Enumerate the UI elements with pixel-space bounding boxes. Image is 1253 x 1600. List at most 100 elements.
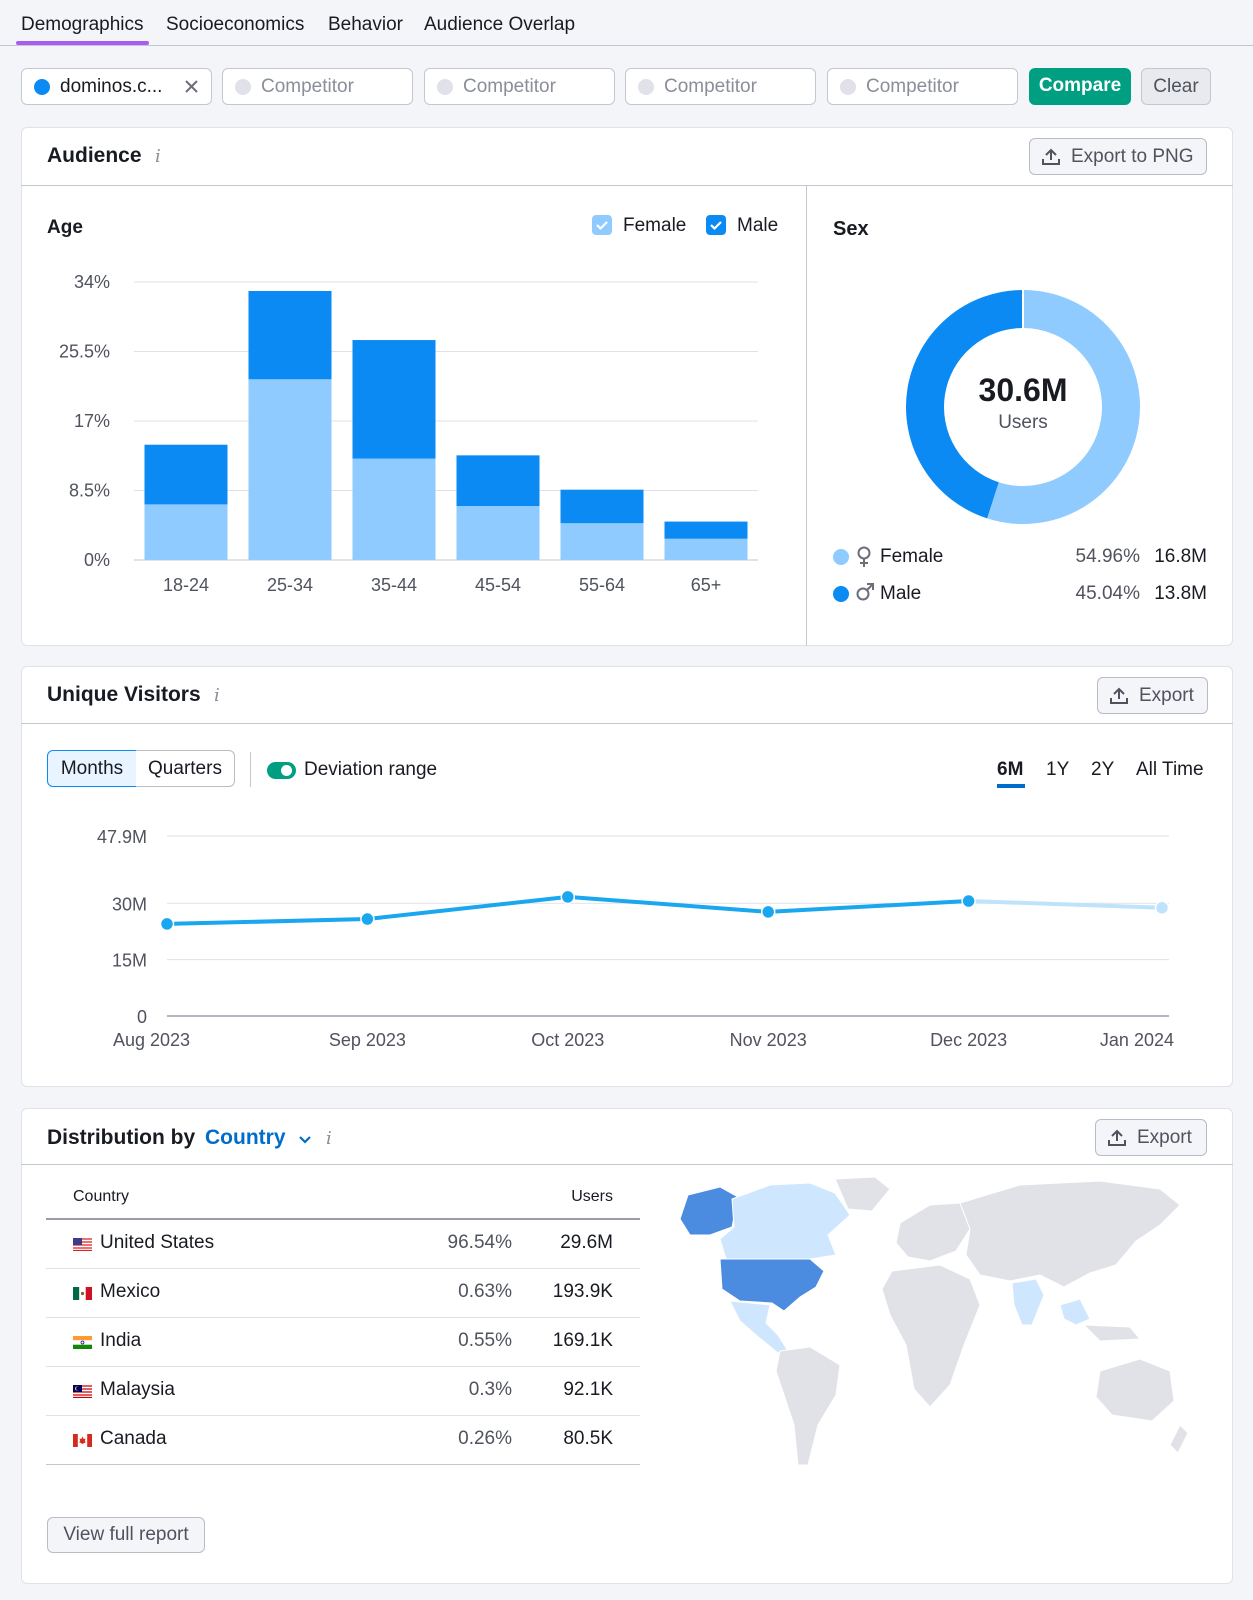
competitor-input-2[interactable]: Competitor xyxy=(424,68,615,105)
age-bar-chart: 0% 8.5% 17% 25.5% 34% 18-24 25-34 35-44 45-54 55-… xyxy=(59,272,758,595)
domain-color-dot xyxy=(437,79,453,95)
table-row[interactable]: Canada 0.26% 80.5K xyxy=(46,1416,640,1465)
divider xyxy=(21,1164,1233,1165)
sex-row-label: Female xyxy=(880,546,944,567)
x-tick-label: 35-44 xyxy=(371,575,417,595)
domain-color-dot xyxy=(840,79,856,95)
legend-male-label: Male xyxy=(737,215,779,236)
map-region-alaska xyxy=(679,1186,739,1236)
domain-value: dominos.c... xyxy=(60,76,163,97)
info-icon[interactable]: i xyxy=(326,1128,332,1149)
bar-female-18-24 xyxy=(144,504,228,560)
row-divider xyxy=(46,1415,640,1416)
country-name: India xyxy=(100,1330,142,1351)
export-label: Export xyxy=(1139,685,1194,706)
range-1y[interactable]: 1Y xyxy=(1046,759,1070,780)
country-pct: 0.55% xyxy=(458,1330,512,1351)
competitor-input-1[interactable]: Competitor xyxy=(222,68,413,105)
male-checkbox[interactable] xyxy=(706,215,726,235)
compare-button[interactable]: Compare xyxy=(1029,68,1131,105)
x-tick-label: 45-54 xyxy=(475,575,521,595)
male-dot xyxy=(833,586,849,602)
country-users: 169.1K xyxy=(552,1330,613,1351)
map-region-europe xyxy=(895,1202,971,1262)
divider xyxy=(806,186,807,646)
range-6m[interactable]: 6M xyxy=(997,759,1024,780)
upload-icon xyxy=(1108,1129,1126,1146)
map-region-mexico xyxy=(729,1300,789,1354)
country-name: Canada xyxy=(100,1428,167,1449)
export-label: Export to PNG xyxy=(1071,146,1194,167)
competitor-input-4[interactable]: Competitor xyxy=(827,68,1018,105)
view-full-report-button[interactable]: View full report xyxy=(47,1517,205,1553)
range-2y[interactable]: 2Y xyxy=(1091,759,1115,780)
map-region-asia xyxy=(959,1180,1181,1288)
table-row[interactable]: Malaysia 0.3% 92.1K xyxy=(46,1367,640,1416)
female-checkbox[interactable] xyxy=(592,215,612,235)
table-row[interactable]: Mexico 0.63% 193.9K xyxy=(46,1269,640,1318)
bar-male-45-54 xyxy=(456,455,540,507)
country-dropdown[interactable]: Country xyxy=(205,1126,286,1150)
y-tick-label: 17% xyxy=(74,411,110,431)
table-row[interactable]: India 0.55% 169.1K xyxy=(46,1318,640,1367)
divider xyxy=(250,752,251,787)
row-divider xyxy=(46,1268,640,1269)
info-icon[interactable]: i xyxy=(214,685,220,706)
x-tick-label: 25-34 xyxy=(267,575,313,595)
quarters-toggle[interactable]: Quarters xyxy=(136,750,235,787)
export-label: Export xyxy=(1137,1127,1192,1148)
y-tick-label: 34% xyxy=(74,272,110,292)
chevron-down-icon[interactable] xyxy=(298,1135,312,1145)
competitor-input-3[interactable]: Competitor xyxy=(625,68,816,105)
row-divider xyxy=(46,1366,640,1367)
tab-socioeconomics[interactable]: Socioeconomics xyxy=(166,14,305,35)
country-pct: 0.3% xyxy=(468,1379,512,1400)
export-button[interactable]: Export xyxy=(1097,677,1208,714)
deviation-range-switch[interactable] xyxy=(267,762,296,779)
donut-total-value: 30.6M xyxy=(978,372,1068,408)
x-tick-label: 65+ xyxy=(691,575,722,595)
bar-female-35-44 xyxy=(352,458,436,560)
sex-donut-chart xyxy=(906,290,1140,524)
clear-button[interactable]: Clear xyxy=(1141,68,1211,105)
country-pct: 96.54% xyxy=(447,1232,512,1253)
range-all-time[interactable]: All Time xyxy=(1136,759,1204,780)
info-icon[interactable]: i xyxy=(155,146,161,167)
bar-male-55-64 xyxy=(560,489,644,524)
export-button[interactable]: Export xyxy=(1095,1119,1207,1156)
primary-domain-input[interactable]: dominos.c... xyxy=(21,68,212,105)
table-row[interactable]: United States 96.54% 29.6M xyxy=(46,1220,640,1269)
map-region-canada xyxy=(719,1182,851,1260)
data-point xyxy=(961,893,976,909)
competitor-placeholder: Competitor xyxy=(866,76,959,97)
bar-female-55-64 xyxy=(560,523,644,560)
months-toggle[interactable]: Months xyxy=(47,750,137,787)
y-tick-label: 30M xyxy=(112,894,147,914)
legend-female-label: Female xyxy=(623,215,687,236)
y-tick-label: 8.5% xyxy=(69,481,110,501)
sex-chart-title: Sex xyxy=(833,218,869,240)
sex-row-pct: 45.04% xyxy=(1075,583,1140,604)
tab-audience-overlap[interactable]: Audience Overlap xyxy=(424,14,576,35)
tab-behavior[interactable]: Behavior xyxy=(328,14,403,35)
x-tick-label: Sep 2023 xyxy=(329,1030,406,1050)
export-to-png-button[interactable]: Export to PNG xyxy=(1029,138,1207,175)
map-region-south-america xyxy=(775,1346,841,1466)
upload-icon xyxy=(1042,148,1060,165)
tab-demographics[interactable]: Demographics xyxy=(16,14,148,45)
map-region-indonesia xyxy=(1082,1324,1142,1342)
female-symbol-icon xyxy=(857,546,871,567)
country-dropdown-label: Country xyxy=(205,1126,286,1149)
clear-domain-icon[interactable] xyxy=(184,79,199,94)
divider xyxy=(21,723,1233,724)
bar-male-35-44 xyxy=(352,340,436,459)
x-tick-label: Nov 2023 xyxy=(730,1030,807,1050)
bar-female-25-34 xyxy=(248,379,332,560)
divider xyxy=(21,185,1233,186)
y-tick-label: 15M xyxy=(112,951,147,971)
sex-row-value: 13.8M xyxy=(1154,583,1207,604)
audience-title: Audience xyxy=(47,144,142,167)
x-tick-label: Aug 2023 xyxy=(113,1030,190,1050)
unique-visitors-title: Unique Visitors xyxy=(47,683,201,706)
india-flag-icon xyxy=(73,1336,92,1349)
